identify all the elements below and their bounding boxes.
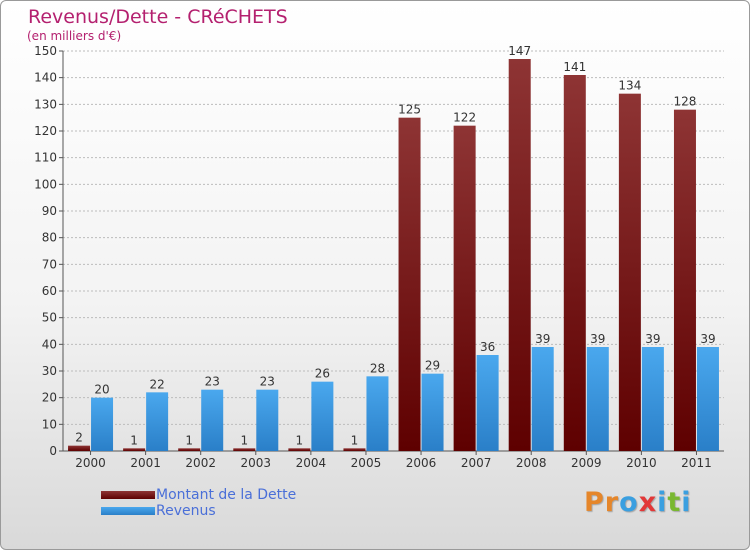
y-tick-label: 0	[49, 444, 57, 458]
y-tick-label: 40	[42, 337, 57, 351]
legend-swatch-revenus	[101, 507, 155, 515]
data-label-revenus: 28	[370, 361, 385, 375]
x-tick-label: 2003	[241, 456, 272, 470]
data-labels: 2201221231231261281252912236147391413913…	[75, 44, 715, 447]
y-tick-label: 60	[42, 284, 57, 298]
y-tick-label: 100	[34, 177, 57, 191]
bar-dette	[68, 445, 91, 451]
x-tick-label: 2008	[516, 456, 547, 470]
data-label-dette: 1	[351, 433, 359, 447]
bar-revenus	[201, 389, 224, 451]
bar-dette	[123, 448, 146, 451]
bar-revenus	[531, 347, 554, 451]
data-label-dette: 2	[75, 431, 83, 445]
logo-letter: t	[667, 487, 682, 518]
bar-revenus	[91, 397, 114, 451]
y-tick-label: 90	[42, 204, 57, 218]
bar-dette	[343, 448, 366, 451]
data-label-dette: 128	[674, 95, 697, 109]
legend-label-revenus: Revenus	[156, 503, 216, 519]
data-label-dette: 1	[296, 433, 304, 447]
bar-dette	[233, 448, 256, 451]
data-label-revenus: 20	[94, 383, 109, 397]
axes: 0102030405060708090100110120130140150200…	[34, 44, 724, 470]
bar-revenus	[421, 373, 444, 451]
y-tick-label: 110	[34, 151, 57, 165]
bar-revenus	[366, 376, 389, 451]
y-tick-label: 30	[42, 364, 57, 378]
x-tick-label: 2007	[461, 456, 492, 470]
data-label-dette: 134	[618, 79, 641, 93]
bar-dette	[673, 109, 696, 452]
bar-revenus	[586, 347, 609, 451]
logo-letter: P	[584, 487, 605, 518]
data-label-revenus: 39	[535, 332, 550, 346]
x-tick-label: 2000	[75, 456, 106, 470]
data-label-revenus: 39	[700, 332, 715, 346]
bar-revenus	[311, 381, 334, 451]
y-tick-label: 10	[42, 417, 57, 431]
bar-revenus	[146, 392, 169, 451]
chart-subtitle: (en milliers d'€)	[27, 29, 122, 43]
logo-letter: i	[657, 487, 668, 518]
data-label-dette: 1	[130, 433, 138, 447]
y-tick-label: 130	[34, 97, 57, 111]
y-tick-label: 50	[42, 311, 57, 325]
y-tick-label: 80	[42, 231, 57, 245]
bar-dette	[508, 59, 531, 451]
data-label-dette: 125	[398, 103, 421, 117]
y-tick-label: 70	[42, 257, 57, 271]
y-tick-label: 120	[34, 124, 57, 138]
data-label-revenus: 23	[205, 375, 220, 389]
bar-revenus	[696, 347, 719, 451]
data-label-dette: 141	[563, 60, 586, 74]
data-label-revenus: 36	[480, 340, 495, 354]
bar-dette	[288, 448, 311, 451]
x-tick-label: 2002	[185, 456, 216, 470]
y-tick-label: 150	[34, 44, 57, 58]
data-label-dette: 147	[508, 44, 531, 58]
logo-letter: i	[681, 487, 692, 518]
data-label-revenus: 22	[149, 377, 164, 391]
legend-swatch-dette	[101, 491, 155, 499]
bar-dette	[453, 125, 476, 452]
x-tick-label: 2010	[626, 456, 657, 470]
logo-letter: o	[619, 487, 639, 518]
bar-revenus	[476, 355, 499, 451]
bar-revenus	[256, 389, 279, 451]
bar-dette	[563, 75, 586, 451]
x-tick-label: 2006	[406, 456, 437, 470]
logo-letter: r	[604, 487, 620, 518]
y-tick-label: 20	[42, 391, 57, 405]
x-tick-label: 2009	[571, 456, 602, 470]
bar-dette	[618, 93, 641, 452]
y-tick-label: 140	[34, 71, 57, 85]
data-label-revenus: 26	[315, 367, 330, 381]
data-label-revenus: 39	[645, 332, 660, 346]
data-label-dette: 1	[185, 433, 193, 447]
bar-dette	[398, 117, 421, 452]
proxiti-logo: Proxiti	[584, 487, 692, 518]
bar-revenus	[641, 347, 664, 451]
data-label-revenus: 29	[425, 359, 440, 373]
bar-dette	[178, 448, 201, 451]
bars	[68, 59, 719, 452]
x-tick-label: 2004	[296, 456, 327, 470]
data-label-revenus: 39	[590, 332, 605, 346]
x-tick-label: 2011	[681, 456, 712, 470]
data-label-dette: 1	[240, 433, 248, 447]
legend-label-dette: Montant de la Dette	[156, 487, 297, 503]
chart-title: Revenus/Dette - CRéCHETS	[28, 6, 288, 28]
x-tick-label: 2001	[130, 456, 161, 470]
x-tick-label: 2005	[351, 456, 382, 470]
logo-letter: x	[638, 487, 658, 518]
data-label-revenus: 23	[260, 375, 275, 389]
data-label-dette: 122	[453, 111, 476, 125]
